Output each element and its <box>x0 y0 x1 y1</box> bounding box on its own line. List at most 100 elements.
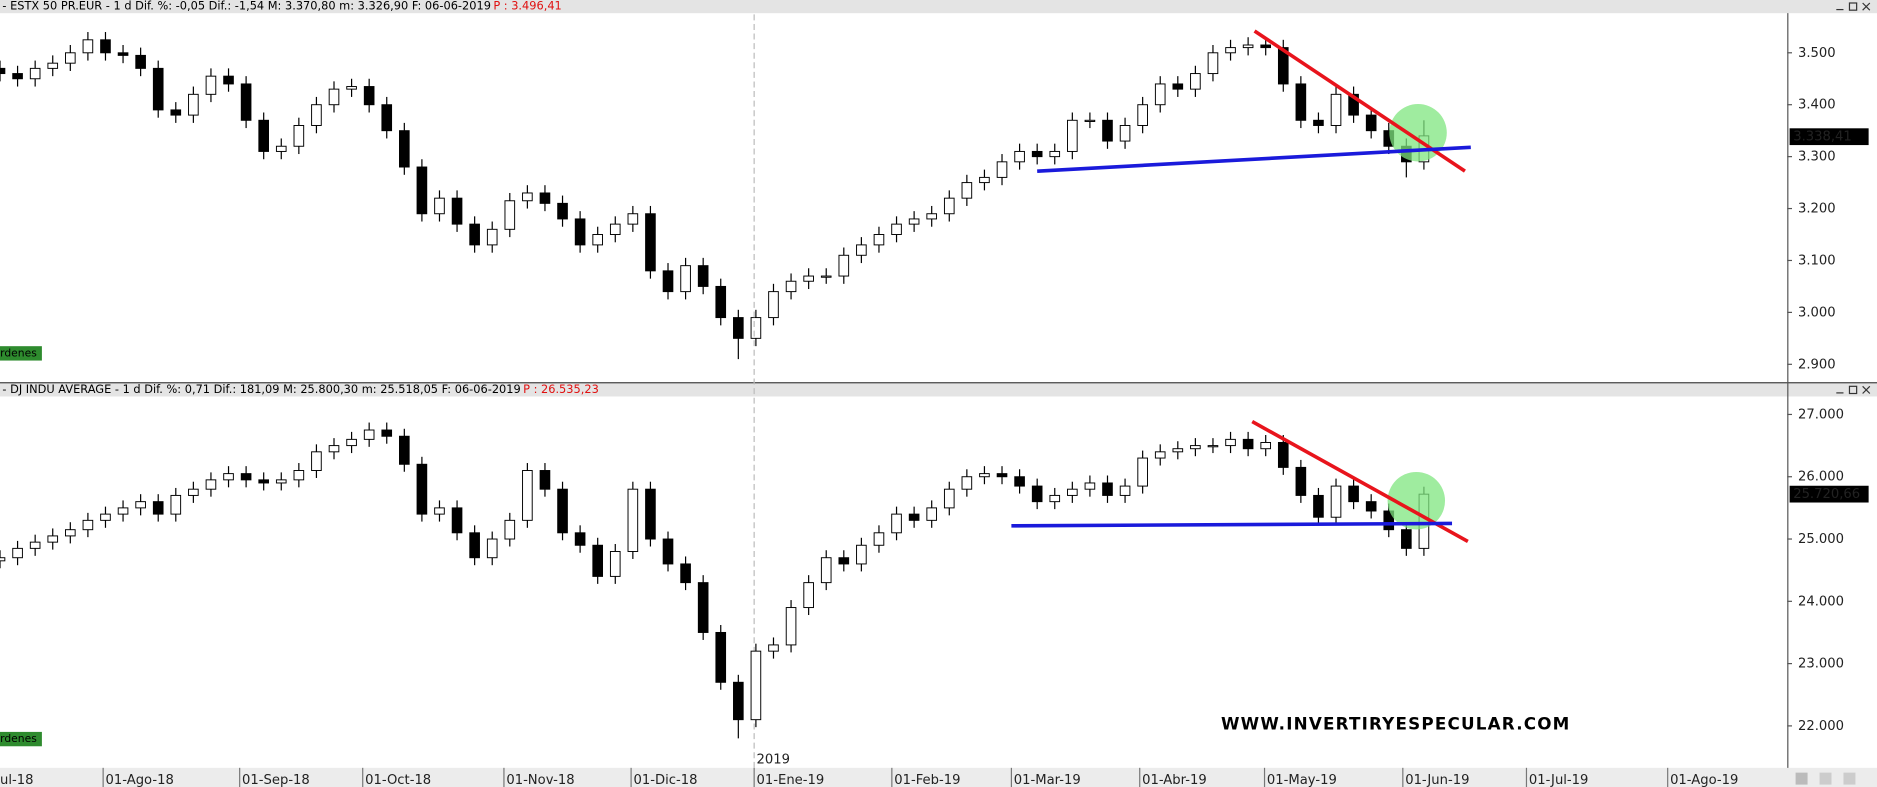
candle-body <box>733 681 744 721</box>
candle-body <box>1119 485 1131 496</box>
icon[interactable] <box>1819 772 1832 785</box>
price-note: P : 26.535,23 <box>523 382 599 396</box>
candle-body <box>697 265 709 287</box>
candle-body <box>1330 93 1342 126</box>
candle-body <box>1014 150 1025 163</box>
candle-body <box>627 488 639 552</box>
candle-body <box>381 429 393 437</box>
x-tick-label: 01-Ago-18 <box>106 773 174 787</box>
candle-body <box>223 75 234 85</box>
candle-body <box>1348 485 1359 503</box>
candle-body <box>504 200 516 230</box>
candle-body <box>803 275 814 282</box>
orders-tag <box>0 731 42 747</box>
candle-body <box>1348 93 1359 116</box>
candle-body <box>820 557 832 584</box>
candle-body <box>680 265 691 293</box>
status-icons[interactable] <box>1795 772 1856 785</box>
candle-body <box>1225 47 1236 54</box>
candle-body <box>1365 114 1377 132</box>
candle-body <box>29 67 41 80</box>
icon[interactable] <box>1843 772 1856 785</box>
candle-body <box>539 192 551 204</box>
candle-body <box>1154 451 1166 459</box>
window-controls[interactable] <box>1836 2 1871 395</box>
close-button[interactable] <box>1862 385 1871 394</box>
candle-body <box>1277 441 1289 468</box>
candle-body <box>943 197 955 215</box>
orders-tag-label: Órdenes <box>0 732 37 745</box>
maximize-button[interactable] <box>1848 385 1858 395</box>
candle-body <box>645 213 656 272</box>
candle-body <box>1313 119 1324 126</box>
close-button[interactable] <box>1862 2 1871 11</box>
candle-body <box>1242 438 1254 450</box>
candle-body <box>1049 150 1061 158</box>
candle-body <box>979 473 990 478</box>
candle-body <box>645 488 656 540</box>
panel-header: - ESTX 50 PR.EUR - 1 d Dif. %: -0,05 Dif… <box>2 0 491 13</box>
x-tick-label: 01-Abr-19 <box>1142 773 1207 787</box>
year-label: 2019 <box>757 752 790 767</box>
icon[interactable] <box>1795 772 1808 785</box>
candle-body <box>275 479 287 484</box>
candle-body <box>838 254 850 277</box>
candle-body <box>135 501 146 509</box>
candle-body <box>1225 438 1236 447</box>
candle-body <box>29 541 41 549</box>
candle-body <box>135 54 146 69</box>
candle-body <box>1137 104 1148 126</box>
candle-body <box>522 470 533 521</box>
candle-body <box>592 234 604 246</box>
candle-body <box>100 39 111 54</box>
candle-body <box>926 507 938 521</box>
candle-body <box>399 435 410 465</box>
candle-body <box>117 52 129 56</box>
candle-body <box>293 470 305 481</box>
maximize-button[interactable] <box>1848 2 1858 11</box>
candle-body <box>12 73 23 80</box>
candle-body <box>451 197 463 225</box>
candle-body <box>557 202 568 220</box>
candle-body <box>1383 510 1395 531</box>
y-tick-label: 22.000 <box>1798 719 1844 734</box>
candle-body <box>12 547 23 559</box>
x-tick-label: 01-Nov-18 <box>506 773 574 787</box>
candle-body <box>592 544 604 577</box>
candle-body <box>1031 485 1043 503</box>
candle-body <box>908 513 920 521</box>
panel-header-bar <box>0 0 1877 14</box>
candle-body <box>416 463 428 515</box>
candle-body <box>891 223 902 235</box>
y-tick-label: 27.000 <box>1798 407 1844 422</box>
candle-body <box>486 228 498 246</box>
candle-body <box>399 130 410 168</box>
candle-body <box>627 213 639 225</box>
candle-body <box>873 532 885 546</box>
candle-body <box>1190 73 1201 90</box>
trend-line <box>1037 145 1471 173</box>
candle-body <box>961 476 973 490</box>
candle-body <box>838 557 850 565</box>
candle-body <box>1365 501 1377 512</box>
watermark: WWW.INVERTIRYESPECULAR.COM <box>1221 714 1571 734</box>
candles <box>0 32 1430 360</box>
candle-body <box>47 62 59 69</box>
candle-body <box>750 317 762 339</box>
candle-body <box>926 213 938 220</box>
y-tick-label: 3.100 <box>1798 253 1836 268</box>
candle-body <box>293 125 305 147</box>
candle-body <box>1119 125 1131 142</box>
candle-body <box>539 470 551 490</box>
candle-body <box>715 285 727 319</box>
x-tick-label: ul-18 <box>0 773 33 787</box>
candle-body <box>1172 448 1184 453</box>
candle-body <box>1242 44 1254 49</box>
candle-body <box>1207 52 1219 75</box>
candle-body <box>346 438 357 447</box>
highlight-circle <box>1389 104 1447 162</box>
candle-body <box>152 501 164 515</box>
candle-body <box>152 67 164 111</box>
candle-body <box>240 83 252 121</box>
candle-body <box>82 39 94 54</box>
